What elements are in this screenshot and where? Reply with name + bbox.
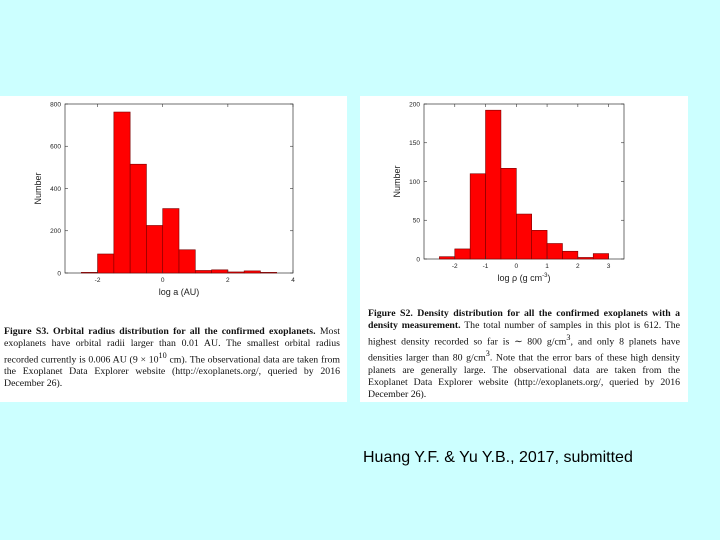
- density-histogram: -2 -1 0 1 2 3 0 50 100 150 200 log ρ (g cm-3) Number: [392, 101, 625, 283]
- x-tick-label: 2: [226, 277, 230, 284]
- x-axis-label-text: log ρ (g cm: [498, 273, 543, 283]
- histogram-bar: [178, 249, 196, 274]
- figure-s2-caption: Figure S2. Density distribution for all …: [368, 308, 680, 401]
- histogram-bar: [97, 253, 115, 274]
- figure-s3-panel: -2 0 2 4 0 200 400 600 800 log a (AU) Number Figur…: [0, 96, 347, 402]
- figure-s2-body-end: . Note that the error bars of these high…: [368, 352, 681, 400]
- credit-line: Huang Y.F. & Yu Y.B., 2017, submitted: [363, 449, 633, 466]
- x-axis-label: log a (AU): [159, 287, 200, 297]
- histogram-bar: [439, 256, 456, 260]
- histogram-bar: [113, 111, 131, 274]
- histogram-bar: [592, 253, 609, 260]
- y-tick-label: 0: [57, 270, 61, 277]
- y-tick-label: 100: [409, 179, 420, 186]
- x-tick-label: 0: [514, 263, 518, 270]
- orbital-radius-histogram: -2 0 2 4 0 200 400 600 800 log a (AU) Number: [33, 101, 295, 297]
- figure-s3-body: Most exoplanets have orbital radii large…: [4, 326, 340, 366]
- x-tick-label: 4: [291, 277, 295, 284]
- histogram-bar: [80, 272, 98, 274]
- y-tick-label: 50: [413, 218, 421, 225]
- figure-s3-body-end: cm). The observational data are taken fr…: [4, 354, 340, 390]
- y-tick-label: 200: [50, 228, 61, 235]
- figure-s2-title: Density distribution for all the confirm…: [368, 308, 681, 331]
- y-axis-label: Number: [33, 172, 43, 204]
- histogram-bar: [454, 248, 471, 260]
- y-tick-label: 400: [50, 186, 61, 193]
- x-tick-label: 2: [576, 263, 580, 270]
- histogram-bar: [129, 163, 147, 274]
- x-axis-label-end: ): [547, 273, 550, 283]
- x-tick-label: -2: [452, 263, 458, 270]
- x-tick-label: 1: [545, 263, 549, 270]
- x-tick-label: 0: [161, 277, 165, 284]
- figure-s2-label: Figure S2.: [368, 308, 413, 319]
- figure-s2-body: The total number of samples in this plot…: [368, 320, 680, 348]
- histogram-bar: [146, 225, 164, 274]
- histogram-bar: [211, 269, 229, 274]
- x-axis-label: log ρ (g cm-3): [498, 273, 551, 283]
- histogram-bar: [531, 230, 548, 260]
- histogram-bar: [500, 168, 517, 260]
- x-axis-label-text: log a (AU): [159, 287, 200, 297]
- figure-s2-superscript: 3: [566, 333, 571, 342]
- figure-s3-label: Figure S3.: [4, 326, 49, 337]
- figure-s3-superscript: 10: [158, 351, 167, 360]
- figure-s3-title: Orbital radius distribution for all the …: [52, 326, 316, 337]
- histogram-bar: [516, 213, 532, 260]
- y-tick-label: 150: [409, 140, 420, 147]
- figure-s2-panel: -2 -1 0 1 2 3 0 50 100 150 200 log ρ (g cm-3) Number…: [360, 96, 688, 402]
- figure-s3-caption: Figure S3. Orbital radius distribution f…: [4, 326, 340, 390]
- histogram-bar: [485, 109, 502, 260]
- histogram-bar: [546, 243, 563, 260]
- x-tick-label: -2: [95, 277, 101, 284]
- x-tick-label: -1: [483, 263, 489, 270]
- histogram-bar: [469, 173, 486, 260]
- figure-s2-superscript-2: 3: [485, 349, 490, 359]
- y-tick-label: 0: [416, 256, 420, 263]
- histogram-bar: [260, 272, 278, 274]
- y-axis-label: Number: [392, 165, 402, 197]
- figure-s2-body-mid: , and only 8 planets have densities larg…: [368, 336, 680, 364]
- histogram-bar: [227, 271, 245, 274]
- histogram-bar: [162, 208, 180, 274]
- histogram-bar: [194, 270, 212, 274]
- histogram-bar: [243, 270, 261, 274]
- x-axis-label-superscript: -3: [542, 273, 548, 279]
- histogram-bar: [577, 257, 594, 260]
- histogram-bar: [562, 250, 579, 260]
- y-tick-label: 200: [409, 101, 420, 108]
- y-tick-label: 600: [50, 144, 61, 151]
- x-tick-label: 3: [607, 263, 611, 270]
- y-tick-label: 800: [50, 101, 61, 108]
